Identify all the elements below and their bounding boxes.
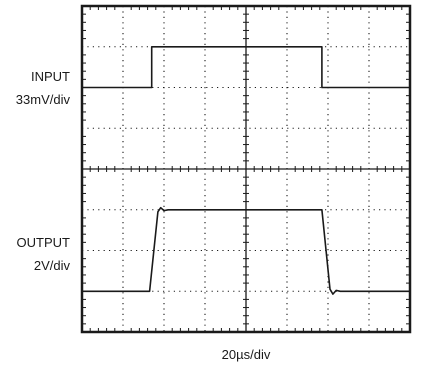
input-trace <box>82 45 410 89</box>
grid <box>82 6 410 332</box>
output-label-scale: 2V/div <box>34 258 71 273</box>
plot-frame <box>80 4 412 334</box>
input-label-scale: 33mV/div <box>16 92 71 107</box>
output-trace <box>82 206 410 295</box>
input-label-name: INPUT <box>31 69 70 84</box>
output-label-name: OUTPUT <box>17 235 71 250</box>
x-axis-label: 20µs/div <box>222 347 271 362</box>
traces <box>82 45 410 295</box>
